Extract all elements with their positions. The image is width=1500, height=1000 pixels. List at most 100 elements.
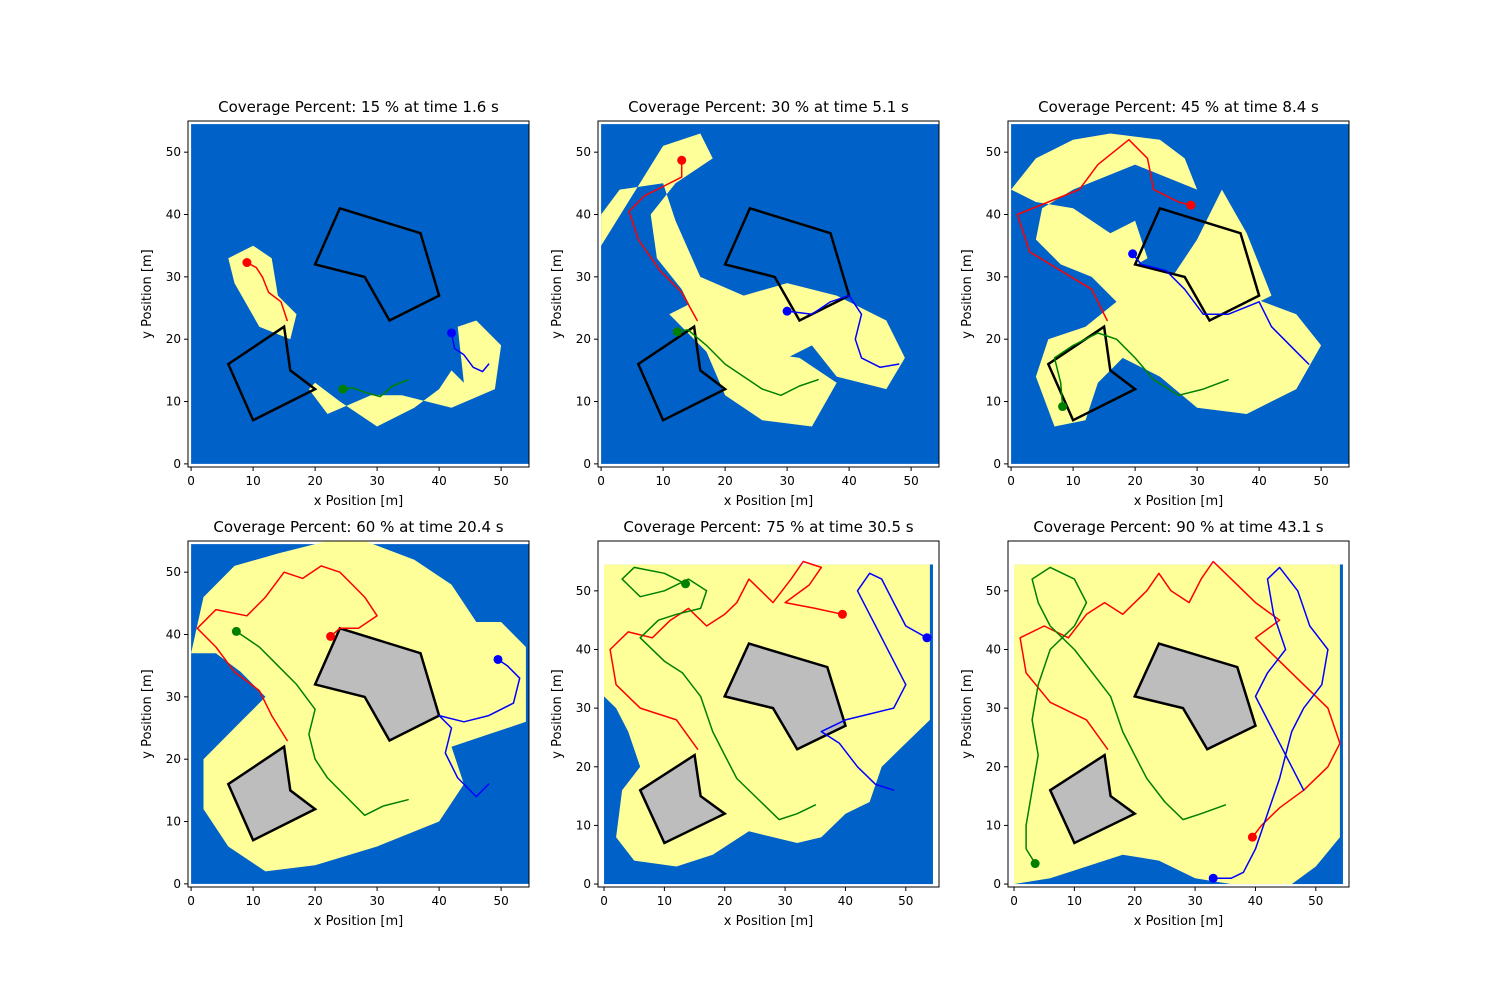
y-axis-label: y Position [m]: [140, 669, 155, 758]
y-tick-label: 40: [986, 642, 1001, 656]
axes-frame: [597, 540, 940, 888]
x-tick-label: 0: [187, 474, 195, 488]
y-tick-label: 40: [576, 642, 591, 656]
robot-path-green: [676, 329, 819, 397]
y-tick-label: 10: [166, 815, 181, 829]
subplot-3: 0 10 20 30 40 50 0 10 20 30 40 50 x Position [m] y Po…: [960, 98, 1350, 509]
plot-area: [191, 124, 529, 464]
y-tick-label: 40: [166, 628, 181, 642]
axes-frame: [597, 120, 940, 468]
coverage-region: [1011, 133, 1322, 427]
robot-path-red: [246, 261, 288, 322]
x-tick-label: 30: [1187, 894, 1202, 908]
x-tick-label: 20: [1127, 894, 1142, 908]
y-tick-label: 40: [986, 208, 1001, 222]
y-tick-label: 30: [986, 270, 1001, 284]
plot-area: [601, 124, 939, 464]
x-axis-label: x Position [m]: [314, 914, 403, 929]
x-tick-label: 10: [1067, 894, 1082, 908]
subplot-title: Coverage Percent: 30 % at time 5.1 s: [628, 98, 909, 116]
robot-position-green: [681, 579, 691, 589]
subplot-title: Coverage Percent: 60 % at time 20.4 s: [213, 518, 503, 536]
robot-path-blue: [820, 572, 928, 791]
x-tick-label: 40: [431, 894, 446, 908]
x-tick-label: 40: [1248, 894, 1263, 908]
x-tick-label: 50: [493, 894, 508, 908]
robot-path-green: [1053, 332, 1229, 408]
y-tick-label: 20: [576, 760, 591, 774]
subplot-6: 0 10 20 30 40 50 0 10 20 30 40 50 x Position [m] y Po…: [960, 518, 1350, 929]
y-tick-label: 10: [576, 818, 591, 832]
robot-path-blue: [438, 658, 521, 798]
y-tick-label: 10: [576, 395, 591, 409]
x-axis-label: x Position [m]: [724, 914, 813, 929]
obstacle-1: [722, 642, 848, 751]
obstacle-1: [313, 206, 441, 323]
robot-position-green: [231, 626, 241, 636]
robot-position-blue: [1128, 249, 1138, 259]
x-tick-label: 30: [369, 894, 384, 908]
robot-path-red: [628, 159, 698, 322]
robot-path-red: [609, 560, 844, 750]
axes-frame: [187, 120, 530, 468]
x-tick-label: 40: [1251, 474, 1266, 488]
obstacle-2: [226, 744, 318, 842]
robot-position-green: [338, 384, 348, 394]
x-axis-label: x Position [m]: [1134, 914, 1223, 929]
y-tick-label: 20: [986, 332, 1001, 346]
y-tick-label: 0: [993, 877, 1001, 891]
y-tick-label: 50: [166, 145, 181, 159]
obstacle-2: [226, 324, 318, 422]
x-tick-label: 50: [493, 474, 508, 488]
x-tick-label: 20: [717, 894, 732, 908]
robot-path-red: [1016, 138, 1192, 322]
coverage-region: [228, 245, 297, 340]
robot-position-blue: [447, 328, 456, 338]
subplot-4: 0 10 20 30 40 50 0 10 20 30 40 50 x Position [m] y Po…: [140, 518, 530, 929]
x-tick-label: 50: [898, 894, 913, 908]
x-tick-label: 30: [779, 474, 794, 488]
subplot-title: Coverage Percent: 15 % at time 1.6 s: [218, 98, 499, 116]
robot-position-blue: [922, 633, 932, 643]
axes-frame: [1007, 540, 1350, 888]
robot-path-green: [342, 378, 409, 398]
robot-path-green: [1025, 566, 1227, 865]
robot-path-red: [1019, 560, 1341, 838]
subplot-1: 0 10 20 30 40 50 0 10 20 30 40 50 x Position [m] y Po…: [140, 98, 530, 509]
robot-position-red: [837, 609, 847, 619]
subplot-5: 0 10 20 30 40 50 0 10 20 30 40 50 x Position [m] y Po…: [550, 518, 940, 929]
coverage-region: [1135, 189, 1272, 315]
x-tick-label: 10: [657, 894, 672, 908]
obstacle-1: [313, 626, 441, 743]
x-tick-label: 20: [307, 474, 322, 488]
y-tick-label: 50: [576, 145, 591, 159]
obstacle-2: [636, 324, 728, 422]
robot-path-blue: [1131, 253, 1310, 365]
x-tick-label: 40: [841, 474, 856, 488]
y-tick-label: 10: [166, 395, 181, 409]
y-tick-label: 20: [166, 332, 181, 346]
y-tick-label: 30: [986, 701, 1001, 715]
obstacle-2: [638, 752, 728, 845]
plot-area: [191, 541, 529, 884]
coverage-region: [315, 740, 452, 847]
x-tick-label: 50: [903, 474, 918, 488]
y-tick-label: 30: [166, 270, 181, 284]
robot-path-blue: [450, 332, 490, 373]
subplot-title: Coverage Percent: 90 % at time 43.1 s: [1033, 518, 1323, 536]
y-tick-label: 20: [986, 760, 1001, 774]
x-tick-label: 30: [777, 894, 792, 908]
x-tick-label: 10: [655, 474, 670, 488]
robot-position-green: [1030, 859, 1040, 869]
x-tick-label: 10: [1065, 474, 1080, 488]
y-axis-label: y Position [m]: [550, 249, 565, 338]
x-tick-label: 50: [1308, 894, 1323, 908]
coverage-region: [1014, 564, 1340, 885]
robot-path-green: [621, 566, 817, 821]
y-tick-label: 40: [576, 208, 591, 222]
y-axis-label: y Position [m]: [960, 249, 975, 338]
robot-path-blue: [786, 294, 900, 369]
x-tick-label: 10: [245, 474, 260, 488]
axes-frame: [187, 540, 530, 888]
